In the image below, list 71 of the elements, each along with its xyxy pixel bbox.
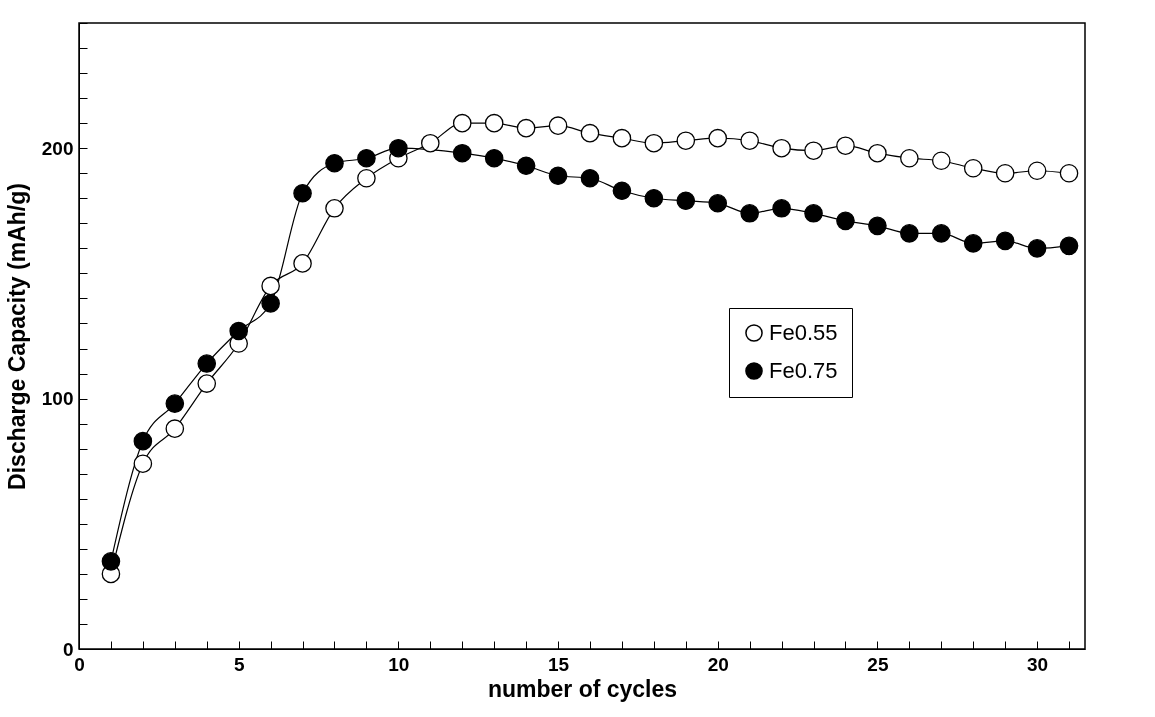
point xyxy=(995,163,1015,183)
point xyxy=(325,199,344,218)
point xyxy=(676,191,696,211)
x-tick-label: 20 xyxy=(707,653,729,675)
point xyxy=(420,133,440,153)
point xyxy=(580,123,600,143)
point xyxy=(357,168,376,188)
point xyxy=(708,194,728,213)
point xyxy=(548,166,568,186)
point xyxy=(900,224,919,243)
point xyxy=(995,231,1015,251)
point xyxy=(325,153,344,173)
point xyxy=(931,224,951,243)
y-tick-label: 0 xyxy=(62,638,74,660)
point xyxy=(1027,239,1047,258)
point xyxy=(676,131,696,150)
point xyxy=(101,552,121,571)
point xyxy=(740,204,759,223)
point xyxy=(708,128,728,148)
point xyxy=(516,118,536,138)
point xyxy=(836,136,855,155)
point xyxy=(452,113,472,133)
point xyxy=(1059,163,1079,183)
point xyxy=(133,454,153,473)
x-tick-label: 25 xyxy=(867,653,889,675)
point xyxy=(293,183,312,203)
point xyxy=(772,138,791,158)
point xyxy=(1027,161,1047,181)
point xyxy=(516,156,536,176)
x-tick-label: 10 xyxy=(388,653,410,675)
point xyxy=(868,143,887,163)
point xyxy=(963,234,983,253)
point xyxy=(772,199,791,218)
point xyxy=(644,133,664,153)
point xyxy=(165,394,185,413)
point xyxy=(197,354,217,373)
y-tick-label: 100 xyxy=(41,388,74,410)
point xyxy=(548,116,568,135)
point xyxy=(197,374,217,393)
point xyxy=(293,254,312,273)
point xyxy=(740,131,759,150)
point xyxy=(484,148,504,168)
legend-label: Fe0.75 xyxy=(769,358,838,383)
point xyxy=(484,113,504,133)
point xyxy=(644,188,664,208)
point xyxy=(165,419,185,438)
y-axis-title: Discharge Capacity (mAh/g) xyxy=(3,183,30,490)
point xyxy=(133,431,153,451)
point xyxy=(931,151,951,171)
point xyxy=(804,204,823,223)
point xyxy=(900,148,919,168)
point xyxy=(452,143,472,163)
point xyxy=(804,141,823,160)
point xyxy=(868,216,887,236)
point xyxy=(1059,236,1079,256)
point xyxy=(612,181,632,201)
y-tick-label: 200 xyxy=(41,137,74,159)
x-tick-label: 5 xyxy=(233,653,245,675)
point xyxy=(389,138,408,158)
x-tick-label: 30 xyxy=(1027,653,1049,675)
point xyxy=(229,321,248,341)
point xyxy=(580,168,600,188)
x-tick-label: 15 xyxy=(547,653,570,675)
point xyxy=(963,158,983,178)
point xyxy=(357,148,376,168)
point xyxy=(836,211,855,231)
point xyxy=(261,294,280,313)
point xyxy=(261,276,280,296)
point xyxy=(612,128,632,148)
legend-label: Fe0.55 xyxy=(769,320,838,345)
x-axis-title: number of cycles xyxy=(487,675,678,702)
